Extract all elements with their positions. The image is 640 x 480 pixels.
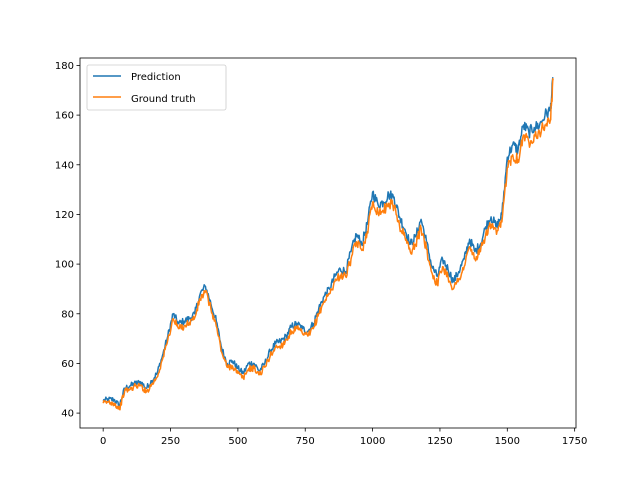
x-axis: 0 250 500 750 1000 1250 1500 1750 [100,428,587,447]
legend-label-prediction: Prediction [131,72,181,83]
legend-box [86,64,227,111]
y-tick-label: 80 [61,309,74,320]
plot-area [102,76,554,411]
axes-frame [79,57,577,429]
x-tick-label: 250 [161,436,180,447]
y-tick-label: 40 [61,409,74,420]
x-tick-label: 1750 [562,436,587,447]
x-tick-label: 1500 [495,436,520,447]
y-tick-label: 100 [55,260,74,271]
y-tick-label: 180 [55,61,74,72]
legend: Prediction Ground truth [86,64,227,111]
y-tick-label: 60 [61,359,74,370]
series-line-prediction [102,76,554,408]
x-tick-label: 0 [100,436,106,447]
x-tick-label: 500 [228,436,247,447]
y-tick-label: 160 [55,111,74,122]
y-tick-label: 140 [55,160,74,171]
x-tick-label: 1250 [427,436,452,447]
x-tick-label: 750 [296,436,315,447]
series-line-ground-truth [102,78,554,411]
legend-label-ground-truth: Ground truth [131,94,196,105]
y-tick-label: 120 [55,210,74,221]
x-tick-label: 1000 [360,436,385,447]
y-axis: 40 60 80 100 120 140 160 180 [55,61,80,420]
